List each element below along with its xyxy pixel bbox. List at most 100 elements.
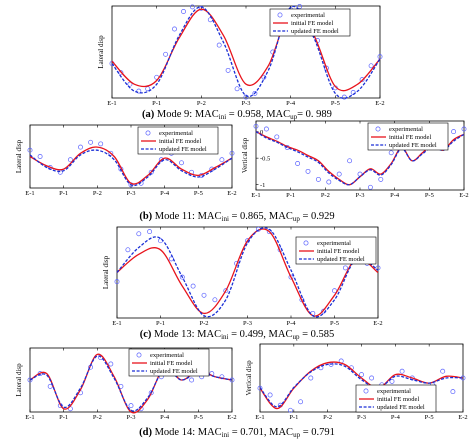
x-tick-label: P-1 bbox=[286, 192, 295, 199]
x-tick-label: P-1 bbox=[152, 100, 161, 107]
x-tick-label: P-2 bbox=[321, 192, 330, 199]
experimental-point bbox=[108, 361, 114, 367]
legend-label: updated FE model bbox=[159, 146, 207, 153]
x-tick-label: P-4 bbox=[160, 414, 170, 421]
chart-mode14b: E-1 P-1 P-2 P-3 P-4 P-5 E-2 Vertical disp experi… bbox=[245, 343, 468, 421]
experimental-point bbox=[128, 403, 134, 409]
experimental-point bbox=[47, 383, 53, 389]
x-tick-label: P-4 bbox=[160, 190, 170, 197]
y-axis-label: Vertical disp bbox=[245, 360, 253, 396]
caption-sub2: up bbox=[292, 333, 300, 341]
experimental-point bbox=[225, 67, 231, 73]
updated-fe-line bbox=[255, 131, 465, 186]
x-tick-label: P-2 bbox=[93, 190, 102, 197]
experimental-point bbox=[378, 176, 384, 182]
experimental-point bbox=[451, 129, 457, 135]
experimental-point bbox=[212, 297, 218, 303]
x-tick-label: P-5 bbox=[194, 414, 203, 421]
experimental-point bbox=[252, 90, 258, 96]
experimental-point bbox=[223, 288, 229, 294]
experimental-point bbox=[261, 74, 267, 80]
x-tick-label: P-4 bbox=[286, 320, 296, 327]
x-tick-label: E-1 bbox=[25, 414, 34, 421]
x-tick-label: E-2 bbox=[373, 320, 382, 327]
x-tick-label: P-5 bbox=[331, 100, 340, 107]
updated-fe-line bbox=[111, 5, 381, 99]
x-tick-label: P-4 bbox=[390, 192, 400, 199]
experimental-point bbox=[145, 86, 151, 92]
legend-label: updated FE model bbox=[150, 368, 198, 375]
x-tick-label: E-2 bbox=[375, 100, 384, 107]
experimental-point bbox=[67, 157, 73, 163]
y-tick-label: -1 bbox=[260, 182, 265, 189]
x-tick-label: E-2 bbox=[458, 414, 467, 421]
updated-fe-line bbox=[116, 227, 379, 318]
experimental-point bbox=[359, 372, 364, 378]
caption-sub1: ini bbox=[222, 215, 229, 223]
experimental-point bbox=[257, 385, 263, 391]
caption-pre: Mode 9: MAC bbox=[154, 109, 218, 120]
x-tick-label: E-1 bbox=[107, 100, 116, 107]
caption-mid: = 0.958, MAC bbox=[226, 109, 290, 120]
figure-caption: (b) Mode 11: MACini = 0.865, MACup = 0.9… bbox=[139, 211, 334, 223]
experimental-point bbox=[163, 51, 169, 57]
initial-fe-line bbox=[111, 8, 381, 92]
x-tick-label: P-2 bbox=[93, 414, 102, 421]
y-axis-label: Lateral disp bbox=[15, 363, 23, 397]
legend-marker bbox=[375, 126, 381, 132]
legend-label: updated FE model bbox=[317, 256, 365, 263]
figure-caption: (c) Mode 13: MACini = 0.499, MACup = 0.5… bbox=[140, 329, 335, 341]
experimental-point bbox=[388, 150, 394, 156]
legend-marker bbox=[136, 352, 142, 358]
caption-pre: Mode 11: MAC bbox=[152, 211, 221, 222]
experimental-point bbox=[332, 288, 337, 294]
chart-mode13: E-1 P-1 P-2 P-3 P-4 P-5 E-2 Lateral disp experim… bbox=[102, 226, 383, 327]
experimental-point bbox=[37, 154, 43, 159]
experimental-point bbox=[216, 42, 222, 48]
experimental-point bbox=[336, 171, 342, 177]
legend-label: experimental bbox=[377, 388, 411, 395]
x-tick-label: E-2 bbox=[459, 192, 468, 199]
legend-marker bbox=[277, 12, 283, 18]
x-tick-label: P-2 bbox=[199, 320, 208, 327]
experimental-point bbox=[295, 161, 301, 166]
x-tick-label: P-1 bbox=[156, 320, 165, 327]
experimental-point bbox=[229, 150, 235, 156]
x-tick-label: P-3 bbox=[241, 100, 250, 107]
x-tick-label: P-5 bbox=[194, 190, 203, 197]
legend-label: initial FE model bbox=[291, 20, 333, 27]
experimental-point bbox=[189, 4, 195, 10]
legend-label: initial FE model bbox=[377, 396, 419, 403]
x-tick-label: P-1 bbox=[59, 190, 68, 197]
experimental-point bbox=[377, 54, 383, 60]
experimental-point bbox=[136, 88, 142, 94]
x-tick-label: P-4 bbox=[286, 100, 296, 107]
experimental-point bbox=[172, 26, 177, 32]
x-tick-label: P-5 bbox=[425, 414, 434, 421]
caption-mid: = 0.865, MAC bbox=[229, 211, 293, 222]
y-axis-label: Vertical disp bbox=[241, 137, 249, 173]
caption-sub1: ini bbox=[219, 113, 226, 121]
experimental-point bbox=[399, 368, 405, 374]
updated-fe-line bbox=[29, 149, 233, 187]
experimental-point bbox=[342, 265, 348, 271]
experimental-point bbox=[263, 126, 269, 132]
experimental-point bbox=[190, 283, 196, 289]
x-tick-label: P-3 bbox=[357, 414, 366, 421]
caption-sub2: up bbox=[293, 215, 301, 223]
legend-label: updated FE model bbox=[291, 28, 339, 35]
caption-post: = 0.791 bbox=[300, 427, 335, 438]
caption-sub2: up bbox=[290, 113, 298, 121]
experimental-point bbox=[308, 375, 314, 381]
y-tick-label: 0 bbox=[260, 129, 263, 136]
y-tick-label: -0.5 bbox=[260, 155, 270, 162]
experimental-point bbox=[219, 157, 225, 163]
x-tick-label: P-3 bbox=[126, 414, 135, 421]
chart-mode11b: E-1 P-1 P-2 P-3 P-4 P-5 E-2 0 -0.5 -1 Vertical dis… bbox=[241, 120, 469, 199]
figure-caption: (a) Mode 9: MACini = 0.958, MACup= 0. 98… bbox=[142, 109, 332, 121]
x-tick-label: P-3 bbox=[243, 320, 252, 327]
